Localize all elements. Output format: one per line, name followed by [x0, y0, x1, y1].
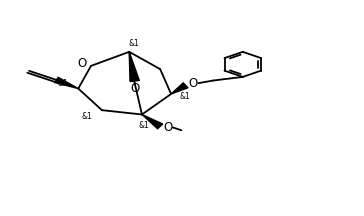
Polygon shape: [129, 52, 139, 81]
Text: &1: &1: [128, 39, 139, 48]
Text: O: O: [163, 121, 173, 134]
Polygon shape: [171, 83, 188, 94]
Text: O: O: [77, 57, 87, 70]
Polygon shape: [55, 77, 78, 89]
Text: &1: &1: [82, 112, 93, 121]
Text: O: O: [130, 82, 139, 95]
Text: &1: &1: [179, 92, 190, 101]
Text: O: O: [188, 77, 198, 90]
Text: &1: &1: [58, 79, 68, 88]
Polygon shape: [142, 114, 163, 129]
Text: &1: &1: [138, 121, 149, 130]
